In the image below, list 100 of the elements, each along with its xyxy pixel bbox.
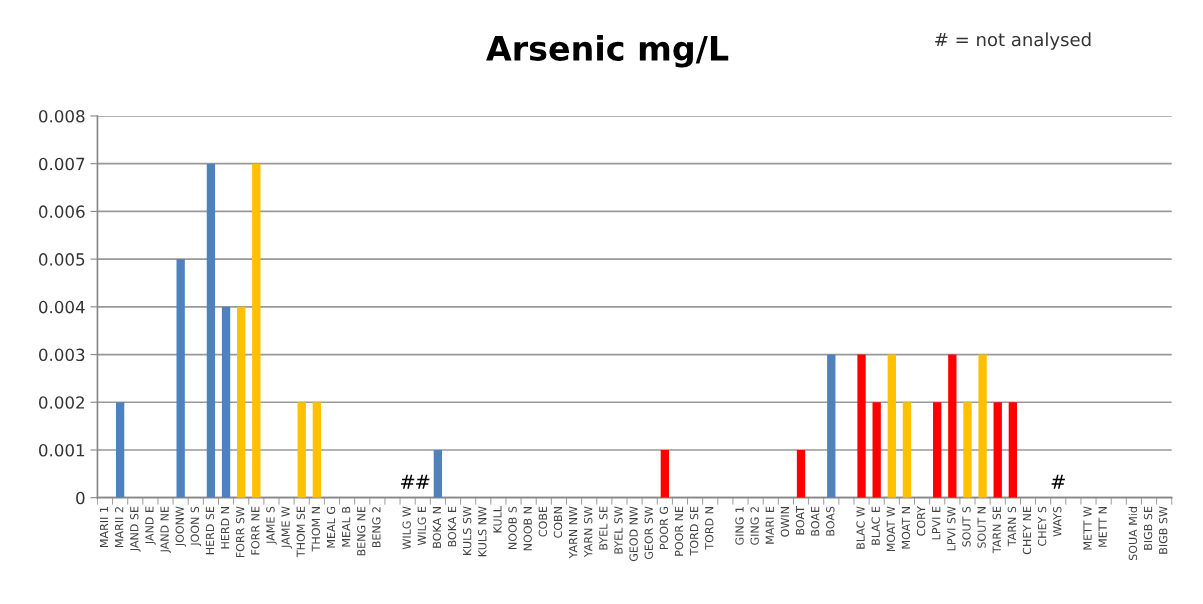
bar [796,449,806,498]
x-tick-label: THOM N [311,507,321,552]
y-tick-label: 0.002 [39,396,84,409]
x-tick-label: HERD SE [205,506,215,555]
x-tick-label: WAYS [1053,506,1062,537]
x-tick-label: YARN NW [569,506,578,559]
bar [252,163,261,498]
x-tick-label: SOUA Mid [1128,507,1138,561]
x-tick-label: BOAS [826,506,835,536]
bar [115,402,125,498]
x-tick-label: JAND NE [160,506,171,554]
x-tick-label: KULL [493,506,502,533]
x-tick-label: COBN [553,507,563,538]
annotation: # [1051,474,1065,489]
x-tick-label: MARII 1 [99,507,109,547]
x-tick-label: CORY [916,506,926,536]
bar [1008,402,1018,498]
chart-title: Arsenic mg/L [486,35,729,68]
x-tick-label: SOUT N [977,507,986,548]
y-tick-label: 0.008 [39,109,85,123]
x-tick-label: BOKA E [447,506,457,547]
x-tick-label: BOAE [810,506,820,536]
y-tick-label: 0.004 [39,300,85,314]
bar [312,402,321,498]
bar [963,402,972,498]
x-tick-label: COBE [538,506,548,537]
x-tick-label: BENG NE [357,506,366,556]
bar [978,354,987,498]
x-tick-label: BENG 2 [372,507,381,548]
x-tick-label: NOOB S [508,506,517,549]
x-tick-label: KULS SW [462,506,472,555]
x-tick-label: GEOD NW [629,506,638,562]
x-tick-label: METT W [1083,506,1092,550]
x-tick-label: THOM SE [296,506,305,558]
x-tick-label: KULS NW [478,506,487,557]
x-tick-label: BLAC W [856,506,865,549]
x-tick-label: JAME W [281,506,292,549]
x-tick-label: TORD N [705,507,714,550]
y-tick-label: 0.006 [39,205,85,218]
text: # = not analysed [935,32,1091,50]
x-tick-label: POOR NE [674,506,684,556]
bar [902,402,912,498]
bar [872,402,881,498]
x-tick-label: GING 1 [735,507,744,545]
x-tick-label: MARI E [765,506,774,544]
y-tick-label: 0.007 [39,157,85,171]
x-tick-label: JAND SE [130,506,141,552]
bar [948,354,957,498]
y-tick-label: 0 [76,491,85,505]
x-tick-label: MEAL B [342,506,351,547]
x-tick-label: YARN SW [584,506,593,558]
x-tick-label: BYEL SW [614,506,623,554]
bar [433,449,443,498]
bar [660,449,669,498]
bar [237,306,246,498]
x-tick-label: FORR NE [251,506,260,555]
x-tick-label: WILG E [417,506,426,546]
x-tick-label: CHEY NE [1022,506,1032,555]
x-tick-label: JOONW [175,506,186,547]
x-tick-label: BOAT [795,506,805,535]
x-tick-label: JOON S [190,506,202,547]
x-tick-label: BIGB SE [1143,506,1153,550]
x-tick-label: OWIN [780,507,790,537]
bar [176,259,185,498]
x-tick-label: TORD SE [689,506,699,556]
bar [221,306,231,498]
bar [857,354,866,498]
bar [827,354,836,498]
x-tick-label: NOOB N [523,507,532,551]
bar [993,402,1002,498]
bar [933,402,942,498]
y-tick-label: 0.005 [39,253,85,266]
y-tick-label: 0.001 [39,443,85,457]
x-tick-label: METT N [1098,507,1107,547]
x-tick-label: BLAC E [871,506,880,545]
x-tick-label: FORR SW [236,506,245,558]
x-tick-label: MOAT N [901,507,911,549]
x-tick-label: GEOR SW [644,506,653,560]
x-tick-label: HERD N [221,507,230,549]
x-tick-label: GING 2 [750,507,759,545]
x-tick-label: SOUT S [962,506,971,547]
x-tick-label: CHEY S [1037,506,1047,546]
x-tick-label: WILG W [402,506,411,550]
bar [297,402,306,498]
x-tick-label: MARII 2 [114,507,124,547]
x-tick-label: MEAL G [326,506,336,548]
x-tick-label: TARN SE [992,506,1001,554]
annotation: # [400,474,415,489]
x-tick-label: MOAT W [886,506,896,552]
x-tick-label: POOR G [659,506,669,549]
y-tick-label: 0.003 [39,348,85,362]
x-tick-label: BYEL SE [599,506,608,550]
annotation: # [416,474,430,489]
bar [206,163,216,498]
x-tick-label: JAND E [145,506,156,545]
x-tick-label: TARN S [1007,506,1017,547]
x-tick-label: LPVI E [932,506,941,540]
x-tick-label: BIGB SW [1158,506,1168,554]
x-tick-label: BOKA N [432,507,442,548]
bar [887,354,896,498]
